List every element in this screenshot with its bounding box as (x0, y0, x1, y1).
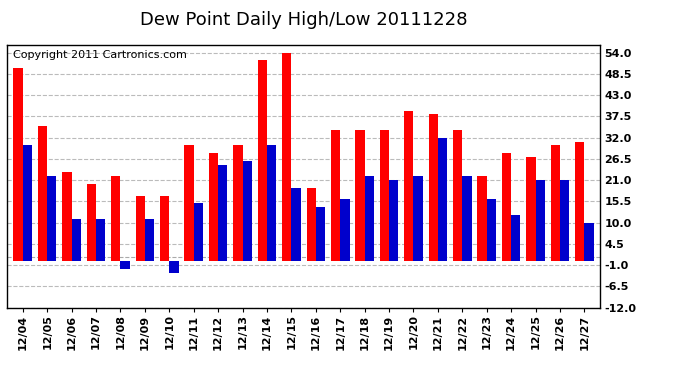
Bar (486, 200, 496, 261)
Bar (209, 153, 218, 261)
Bar (316, 207, 325, 261)
Bar (331, 130, 340, 261)
Bar (96, 219, 106, 261)
Bar (575, 141, 584, 261)
Bar (291, 188, 301, 261)
Bar (218, 165, 228, 261)
Bar (560, 180, 569, 261)
Bar (462, 176, 471, 261)
Bar (23, 146, 32, 261)
Bar (502, 153, 511, 261)
Bar (340, 200, 350, 261)
Bar (87, 184, 96, 261)
Bar (306, 188, 316, 261)
Bar (121, 261, 130, 269)
Bar (438, 138, 447, 261)
Bar (184, 146, 194, 261)
Bar (404, 111, 413, 261)
Bar (413, 176, 423, 261)
Bar (477, 176, 486, 261)
Bar (14, 68, 23, 261)
Bar (169, 261, 179, 273)
Bar (584, 223, 593, 261)
Bar (145, 219, 154, 261)
Bar (72, 219, 81, 261)
Bar (551, 146, 560, 261)
Bar (389, 180, 398, 261)
Bar (257, 60, 267, 261)
Bar (380, 130, 389, 261)
Bar (282, 53, 291, 261)
Bar (511, 215, 520, 261)
Bar (111, 176, 121, 261)
Bar (233, 146, 243, 261)
Bar (160, 195, 169, 261)
Text: Dew Point Daily High/Low 20111228: Dew Point Daily High/Low 20111228 (140, 11, 467, 29)
Bar (355, 130, 364, 261)
Bar (38, 126, 47, 261)
Text: Copyright 2011 Cartronics.com: Copyright 2011 Cartronics.com (13, 50, 187, 60)
Bar (267, 146, 276, 261)
Bar (526, 157, 535, 261)
Bar (47, 176, 57, 261)
Bar (136, 195, 145, 261)
Bar (535, 180, 545, 261)
Bar (364, 176, 374, 261)
Bar (453, 130, 462, 261)
Bar (62, 172, 72, 261)
Bar (428, 114, 438, 261)
Bar (194, 203, 203, 261)
Bar (243, 161, 252, 261)
